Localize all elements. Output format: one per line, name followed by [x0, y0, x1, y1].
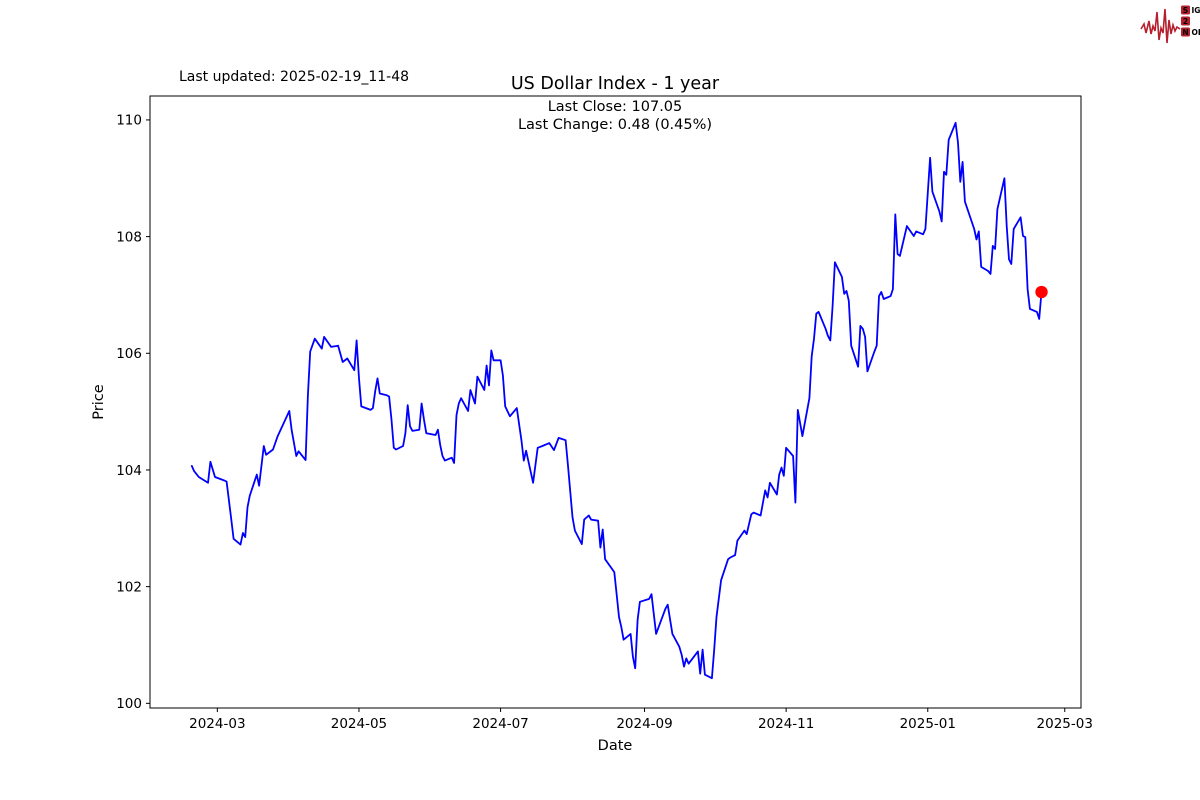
last-close-marker: [1035, 285, 1048, 299]
logo-badge-letter: 2: [1183, 17, 1188, 26]
price-line-series: [190, 121, 1043, 680]
logo-badge: [1181, 16, 1190, 26]
y-axis-ticks: 100 102 104 106 108 110: [116, 113, 150, 712]
logo-badge: [1181, 5, 1190, 15]
annotation-last-close: Last Close: 107.05: [548, 99, 683, 115]
x-tick-label: 2025-03: [1037, 716, 1093, 732]
x-axis-ticks: 2024-03 2024-05 2024-07 2024-09 2024-11 2025-…: [189, 708, 1093, 732]
last-updated-text: Last updated: 2025-02-19_11-48: [179, 69, 409, 85]
y-tick-label: 100: [116, 696, 142, 712]
x-tick-label: 2024-03: [189, 716, 245, 732]
y-tick-label: 102: [116, 579, 142, 595]
price-line: [190, 121, 1043, 680]
waveform-icon: [1140, 8, 1181, 44]
y-tick-label: 104: [116, 463, 142, 479]
logo-badge-letter: N: [1182, 28, 1188, 37]
chart-title: US Dollar Index - 1 year: [511, 74, 720, 94]
logo-badge: [1181, 27, 1190, 37]
y-axis-label: Price: [91, 384, 107, 419]
last-close-dot: [1035, 285, 1048, 299]
y-tick-label: 106: [116, 346, 142, 362]
y-tick-label: 108: [116, 229, 142, 245]
x-tick-label: 2024-09: [616, 716, 672, 732]
x-axis-label: Date: [598, 738, 633, 754]
annotation-last-change: Last Change: 0.48 (0.45%): [518, 117, 712, 133]
logo-badge-letter: S: [1183, 6, 1188, 15]
logo-wordmark: S IGNAL 2 N OISE: [1181, 5, 1200, 37]
x-tick-label: 2025-01: [900, 716, 956, 732]
x-tick-label: 2024-07: [472, 716, 528, 732]
x-tick-label: 2024-11: [758, 716, 814, 732]
logo-word-rest: OISE: [1192, 28, 1200, 37]
logo-word-rest: IGNAL: [1192, 6, 1200, 15]
y-tick-label: 110: [116, 113, 142, 129]
x-tick-label: 2024-05: [331, 716, 387, 732]
signal2noise-logo: S IGNAL 2 N OISE: [1140, 5, 1200, 44]
plot-area: [149, 95, 1082, 709]
